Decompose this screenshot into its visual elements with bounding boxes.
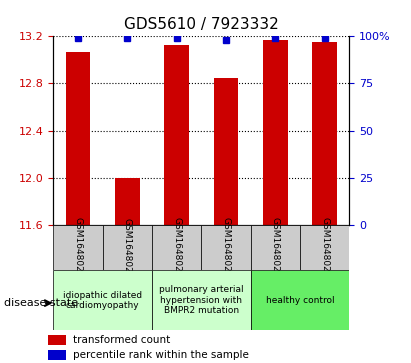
Text: healthy control: healthy control — [266, 296, 334, 305]
Bar — [115, 178, 140, 225]
FancyBboxPatch shape — [53, 225, 103, 270]
Bar — [164, 45, 189, 225]
Text: GSM1648024: GSM1648024 — [123, 217, 132, 278]
Bar — [48, 350, 66, 360]
Text: disease state: disease state — [4, 298, 78, 308]
FancyBboxPatch shape — [201, 225, 251, 270]
Bar — [263, 40, 288, 225]
FancyBboxPatch shape — [300, 225, 349, 270]
Text: idiopathic dilated
cardiomyopathy: idiopathic dilated cardiomyopathy — [63, 291, 142, 310]
Text: GSM1648028: GSM1648028 — [320, 217, 329, 278]
Bar — [66, 52, 90, 225]
FancyBboxPatch shape — [251, 270, 349, 330]
Title: GDS5610 / 7923332: GDS5610 / 7923332 — [124, 17, 279, 32]
Bar — [48, 335, 66, 345]
Text: GSM1648026: GSM1648026 — [222, 217, 231, 278]
FancyBboxPatch shape — [152, 270, 251, 330]
Bar — [214, 78, 238, 225]
Text: GSM1648027: GSM1648027 — [271, 217, 280, 278]
FancyBboxPatch shape — [251, 225, 300, 270]
Text: percentile rank within the sample: percentile rank within the sample — [73, 350, 248, 360]
Bar — [312, 42, 337, 225]
FancyBboxPatch shape — [53, 270, 152, 330]
FancyBboxPatch shape — [152, 225, 201, 270]
Text: transformed count: transformed count — [73, 335, 170, 345]
FancyBboxPatch shape — [103, 225, 152, 270]
Text: GSM1648023: GSM1648023 — [74, 217, 83, 278]
Text: GSM1648025: GSM1648025 — [172, 217, 181, 278]
Text: pulmonary arterial
hypertension with
BMPR2 mutation: pulmonary arterial hypertension with BMP… — [159, 285, 244, 315]
